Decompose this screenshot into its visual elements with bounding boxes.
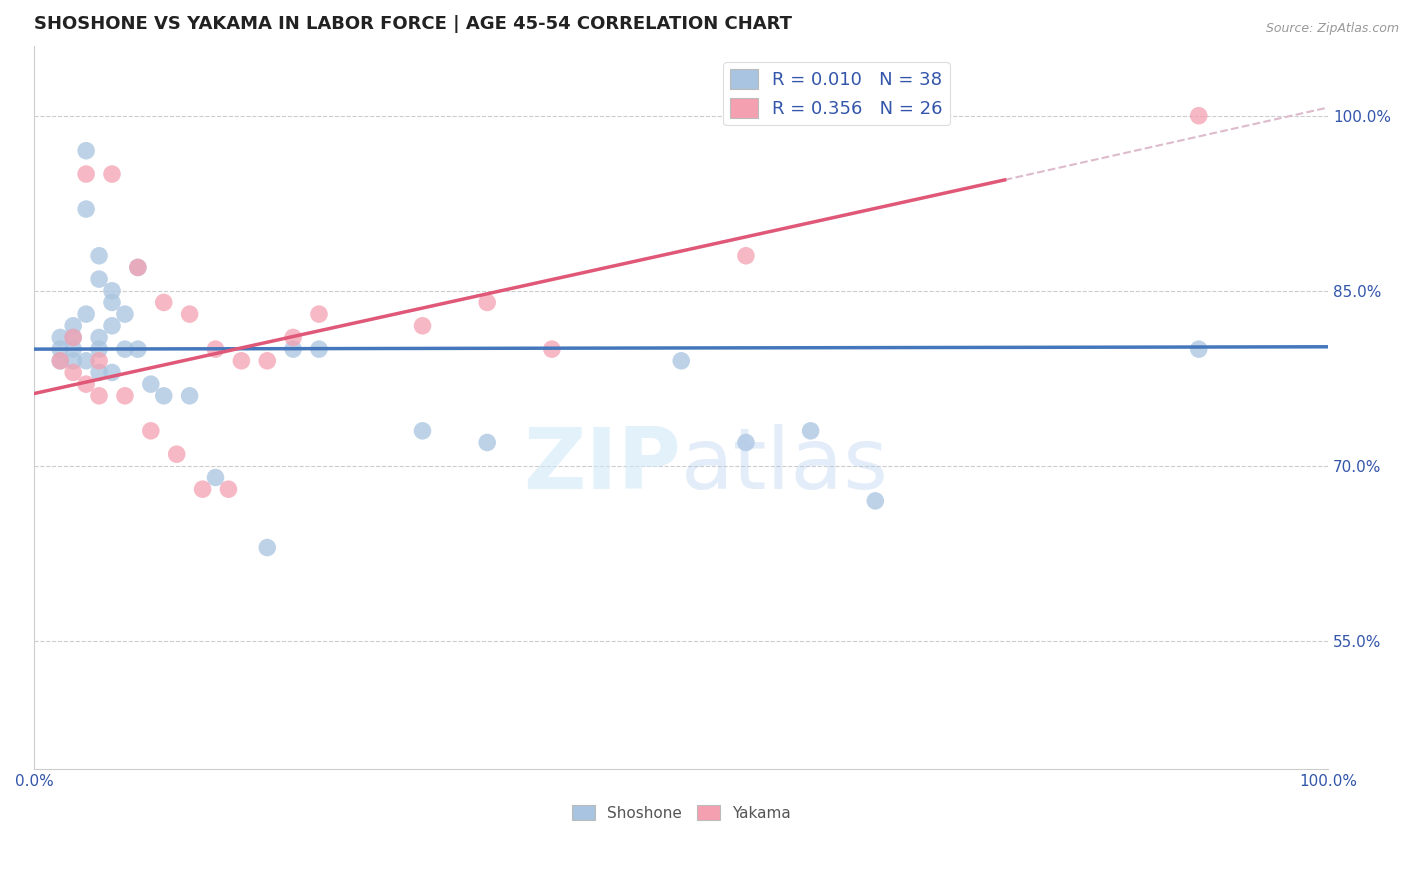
Point: [87, 272, 110, 286]
Point: [127, 260, 149, 275]
Point: [1188, 342, 1211, 356]
Point: [62, 330, 84, 344]
Point: [865, 493, 887, 508]
Point: [179, 389, 201, 403]
Point: [1188, 109, 1211, 123]
Point: [204, 342, 226, 356]
Point: [114, 389, 136, 403]
Point: [114, 342, 136, 356]
Point: [281, 330, 304, 344]
Point: [800, 424, 823, 438]
Point: [231, 353, 253, 368]
Point: [477, 295, 499, 310]
Point: [166, 447, 188, 461]
Point: [62, 353, 84, 368]
Legend: Shoshone, Yakama: Shoshone, Yakama: [565, 798, 797, 827]
Point: [281, 342, 304, 356]
Point: [62, 342, 84, 356]
Point: [127, 342, 149, 356]
Point: [101, 366, 124, 380]
Point: [127, 260, 149, 275]
Point: [62, 318, 84, 333]
Point: [75, 377, 97, 392]
Point: [101, 295, 124, 310]
Point: [217, 482, 239, 496]
Point: [87, 366, 110, 380]
Point: [87, 389, 110, 403]
Point: [49, 330, 72, 344]
Point: [75, 202, 97, 216]
Point: [114, 307, 136, 321]
Point: [49, 342, 72, 356]
Point: [541, 342, 564, 356]
Point: [75, 307, 97, 321]
Point: [75, 167, 97, 181]
Point: [256, 541, 278, 555]
Point: [75, 144, 97, 158]
Point: [412, 318, 434, 333]
Point: [191, 482, 214, 496]
Point: [101, 284, 124, 298]
Point: [87, 353, 110, 368]
Point: [101, 167, 124, 181]
Point: [139, 377, 162, 392]
Point: [139, 424, 162, 438]
Point: [735, 249, 758, 263]
Point: [49, 353, 72, 368]
Point: [87, 249, 110, 263]
Point: [308, 307, 330, 321]
Point: [87, 330, 110, 344]
Text: SHOSHONE VS YAKAMA IN LABOR FORCE | AGE 45-54 CORRELATION CHART: SHOSHONE VS YAKAMA IN LABOR FORCE | AGE …: [34, 15, 793, 33]
Point: [87, 342, 110, 356]
Point: [179, 307, 201, 321]
Point: [671, 353, 693, 368]
Point: [62, 330, 84, 344]
Text: Source: ZipAtlas.com: Source: ZipAtlas.com: [1265, 22, 1399, 36]
Point: [152, 295, 174, 310]
Point: [412, 424, 434, 438]
Text: ZIP: ZIP: [523, 424, 682, 507]
Point: [62, 366, 84, 380]
Point: [477, 435, 499, 450]
Point: [735, 435, 758, 450]
Point: [49, 353, 72, 368]
Point: [101, 318, 124, 333]
Point: [152, 389, 174, 403]
Text: atlas: atlas: [682, 424, 889, 507]
Point: [75, 353, 97, 368]
Point: [308, 342, 330, 356]
Point: [256, 353, 278, 368]
Point: [204, 470, 226, 484]
